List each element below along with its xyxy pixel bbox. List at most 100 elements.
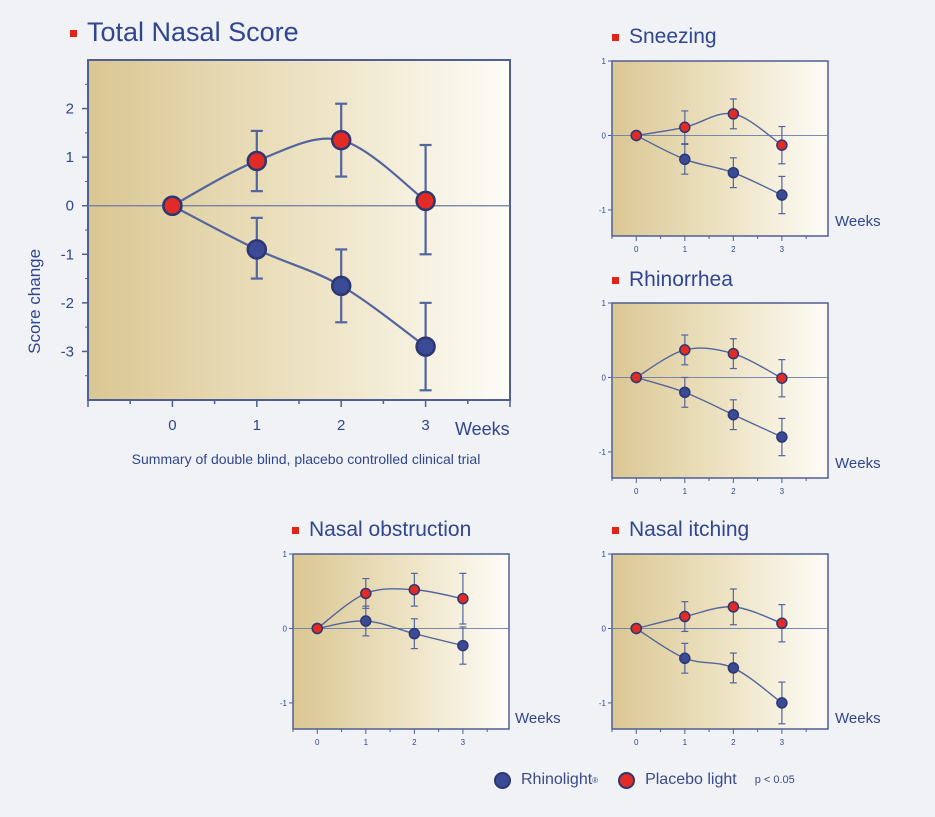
rhinolight-marker-icon (494, 771, 511, 789)
x-tick-label: 2 (731, 738, 736, 747)
y-tick-label: 0 (602, 131, 607, 140)
bullet-icon (292, 526, 299, 534)
x-tick-label: 2 (731, 245, 736, 254)
x-tick-label: 2 (337, 417, 345, 434)
itching-title-text: Nasal itching (629, 518, 750, 541)
chart-itching: 1 0 -1 0 1 2 3 Weeks (599, 550, 881, 747)
x-axis-label: Weeks (835, 213, 881, 230)
series-line-rhinolight (635, 134, 783, 196)
series-line-rhinolight (635, 627, 783, 704)
plot-area (87, 59, 511, 401)
bullet-icon (70, 30, 77, 38)
x-tick-label: 0 (315, 738, 320, 747)
y-tick-label: 0 (66, 198, 74, 215)
legend-rhinolight: Rhinolight ® (494, 771, 598, 789)
x-tick-label: 0 (634, 245, 639, 254)
x-tick-label: 1 (683, 738, 688, 747)
legend-placebo-label: Placebo light (645, 771, 737, 788)
x-axis-label: Weeks (835, 710, 881, 727)
rhinorrhea-title: Rhinorrhea (612, 268, 733, 292)
data-point-rhinolight (776, 189, 788, 201)
obstruction-title-text: Nasal obstruction (309, 518, 472, 541)
data-point-placebo (630, 371, 643, 384)
rhinorrhea-title-text: Rhinorrhea (629, 268, 733, 291)
data-point-placebo (679, 610, 691, 623)
series-line-rhinolight (317, 620, 464, 647)
data-point-rhinolight (727, 408, 740, 421)
data-point-placebo (330, 129, 352, 151)
series-line-placebo (636, 112, 783, 146)
x-tick-label: 1 (253, 417, 261, 434)
data-point-placebo (408, 583, 421, 596)
data-point-rhinolight (679, 386, 691, 399)
x-tick-label: 2 (412, 738, 417, 747)
data-point-placebo (360, 587, 372, 600)
legend: Rhinolight ® Placebo light p < 0.05 (494, 766, 815, 794)
x-tick-label: 3 (421, 417, 429, 434)
obstruction-title: Nasal obstruction (292, 518, 471, 542)
data-point-rhinolight (679, 153, 691, 166)
data-point-placebo (311, 622, 324, 635)
chart-total: 2 1 0 -1 -2 -3 0 1 2 3 Weeks Score change Summary of… (25, 59, 511, 467)
data-point-rhinolight (457, 639, 469, 652)
data-point-rhinolight (776, 697, 788, 709)
x-tick-label: 3 (780, 245, 785, 254)
y-tick-label: -1 (599, 448, 607, 457)
y-tick-label: -1 (280, 699, 288, 708)
registered-mark: ® (592, 775, 599, 785)
data-point-rhinolight (415, 336, 436, 357)
x-tick-label: 0 (634, 487, 639, 496)
y-tick-label: 0 (283, 624, 288, 633)
sneezing-title-text: Sneezing (629, 25, 717, 48)
x-tick-label: 3 (780, 487, 785, 496)
series-line-placebo (316, 588, 464, 630)
data-point-rhinolight (727, 662, 740, 674)
data-point-placebo (727, 601, 740, 613)
data-point-placebo (679, 121, 691, 134)
data-point-placebo (727, 108, 740, 120)
chart-obstruction: 1 0 -1 0 1 2 3 Weeks (280, 550, 561, 747)
x-axis-label: Weeks (455, 419, 510, 439)
data-point-placebo (162, 195, 183, 216)
y-tick-label: 1 (602, 57, 607, 66)
chart-rhinorrhea: 1 0 -1 0 1 2 3 Weeks (599, 299, 881, 496)
plot-area (611, 553, 829, 730)
x-tick-label: 1 (683, 245, 688, 254)
y-tick-label: -2 (61, 295, 74, 312)
y-tick-label: 0 (602, 373, 607, 382)
data-point-rhinolight (776, 431, 788, 443)
itching-title: Nasal itching (612, 518, 749, 542)
legend-placebo: Placebo light p < 0.05 (618, 771, 795, 789)
data-point-rhinolight (330, 275, 352, 297)
x-tick-label: 2 (731, 487, 736, 496)
y-tick-label: 1 (283, 550, 288, 559)
data-point-placebo (776, 372, 788, 384)
legend-rhinolight-label: Rhinolight (521, 771, 593, 788)
data-point-placebo (727, 347, 740, 360)
plot-area (611, 302, 829, 479)
data-point-placebo (776, 617, 788, 630)
data-point-placebo (776, 139, 788, 151)
sneezing-title: Sneezing (612, 25, 717, 49)
y-tick-label: -3 (61, 343, 74, 360)
series-line-placebo (636, 606, 783, 630)
x-axis-label: Weeks (835, 455, 881, 472)
x-tick-label: 0 (168, 417, 176, 434)
chart-caption: Summary of double blind, placebo control… (132, 451, 481, 467)
y-tick-label: 0 (602, 624, 607, 633)
plot-area (292, 553, 510, 730)
x-tick-label: 0 (634, 738, 639, 747)
data-point-placebo (630, 622, 643, 635)
data-point-placebo (415, 190, 436, 212)
data-point-rhinolight (408, 627, 421, 640)
y-tick-label: 1 (66, 149, 74, 166)
data-point-rhinolight (360, 615, 372, 627)
x-axis-label: Weeks (515, 710, 561, 727)
series-line-placebo (171, 137, 427, 207)
y-tick-label: -1 (599, 699, 607, 708)
bullet-icon (612, 526, 619, 534)
x-tick-label: 3 (461, 738, 466, 747)
bullet-icon (612, 276, 619, 284)
